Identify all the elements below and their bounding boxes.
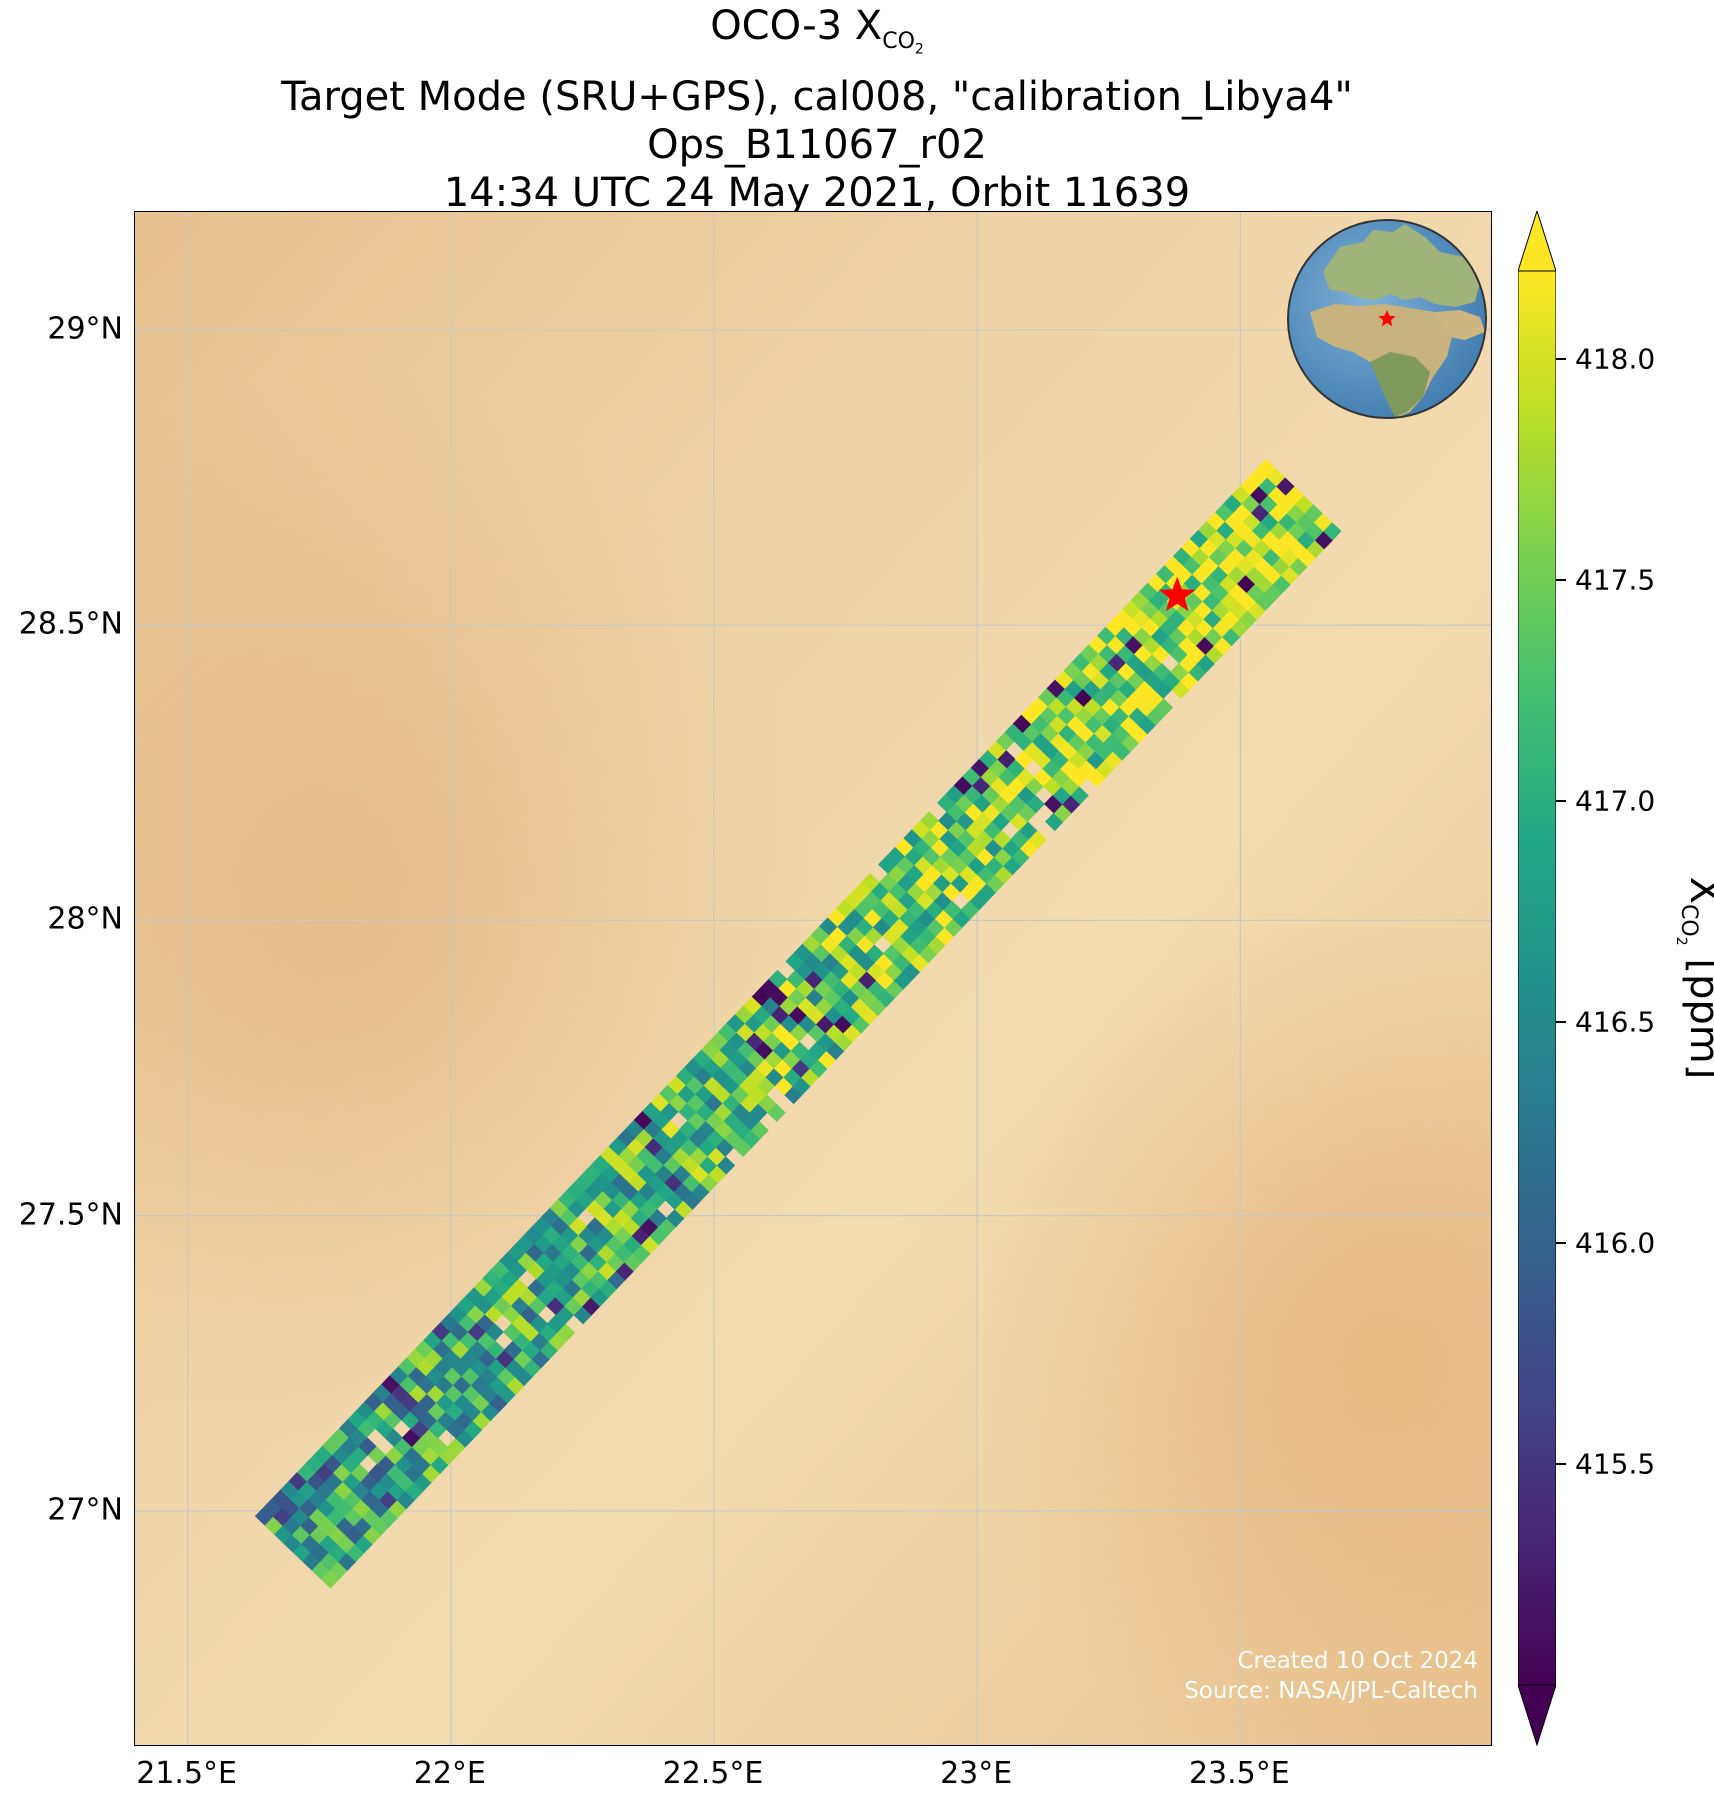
title-line-1: OCO-3 XCO2 bbox=[710, 3, 924, 58]
colorbar-tick-label: 416.0 bbox=[1575, 1226, 1656, 1260]
x-tick-label: 22°E bbox=[413, 1756, 486, 1791]
y-tick-label: 27°N bbox=[47, 1492, 123, 1528]
x-tick-label: 21.5°E bbox=[136, 1756, 238, 1791]
colorbar-tick-label: 416.5 bbox=[1575, 1005, 1656, 1039]
swath-cell bbox=[1257, 458, 1276, 478]
target-star-marker bbox=[1159, 576, 1196, 612]
colorbar-tick-mark bbox=[1556, 358, 1566, 361]
xco2-swath bbox=[254, 458, 1342, 1589]
colorbar-extend-max bbox=[1518, 211, 1556, 272]
chart-title: OCO-3 XCO2 Target Mode (SRU+GPS), cal008… bbox=[0, 2, 1634, 217]
colorbar-tick-label: 418.0 bbox=[1575, 342, 1656, 376]
colorbar-tick-mark bbox=[1556, 800, 1566, 803]
y-tick-label: 27.5°N bbox=[18, 1197, 123, 1233]
title-line-4: 14:34 UTC 24 May 2021, Orbit 11639 bbox=[443, 170, 1191, 217]
swath-cell bbox=[768, 969, 788, 989]
created-credit: Created 10 Oct 2024 bbox=[1237, 1648, 1478, 1674]
colorbar-gradient bbox=[1518, 270, 1556, 1686]
colorbar-tick-label: 417.5 bbox=[1575, 563, 1656, 597]
colorbar-tick-mark bbox=[1556, 1463, 1566, 1466]
colorbar-tick-label: 417.0 bbox=[1575, 784, 1656, 818]
x-tick-label: 23.5°E bbox=[1188, 1756, 1290, 1791]
x-tick-label: 22.5°E bbox=[662, 1756, 764, 1791]
swath-cell bbox=[861, 872, 880, 892]
colorbar bbox=[1518, 211, 1556, 1746]
y-tick-label: 28.5°N bbox=[18, 606, 123, 642]
title-line-3: Ops_B11067_r02 bbox=[647, 122, 987, 169]
colorbar-tick-mark bbox=[1556, 1021, 1566, 1024]
colorbar-tick-mark bbox=[1556, 579, 1566, 582]
y-tick-label: 29°N bbox=[47, 311, 123, 347]
source-credit: Source: NASA/JPL-Caltech bbox=[1184, 1678, 1478, 1704]
map-gridlines bbox=[135, 212, 1491, 1745]
x-tick-label: 23°E bbox=[940, 1756, 1013, 1791]
swath-cell bbox=[920, 811, 939, 830]
colorbar-extend-min bbox=[1518, 1684, 1556, 1746]
globe-inset bbox=[1287, 219, 1487, 419]
globe-target-star bbox=[1378, 310, 1396, 327]
colorbar-label: XCO2 [ppm] bbox=[1672, 877, 1714, 1080]
colorbar-tick-label: 415.5 bbox=[1575, 1447, 1656, 1481]
y-tick-label: 28°N bbox=[47, 901, 123, 937]
map-plot-area bbox=[134, 211, 1492, 1746]
title-line-2: Target Mode (SRU+GPS), cal008, "calibrat… bbox=[281, 74, 1353, 121]
colorbar-tick-mark bbox=[1556, 1242, 1566, 1245]
